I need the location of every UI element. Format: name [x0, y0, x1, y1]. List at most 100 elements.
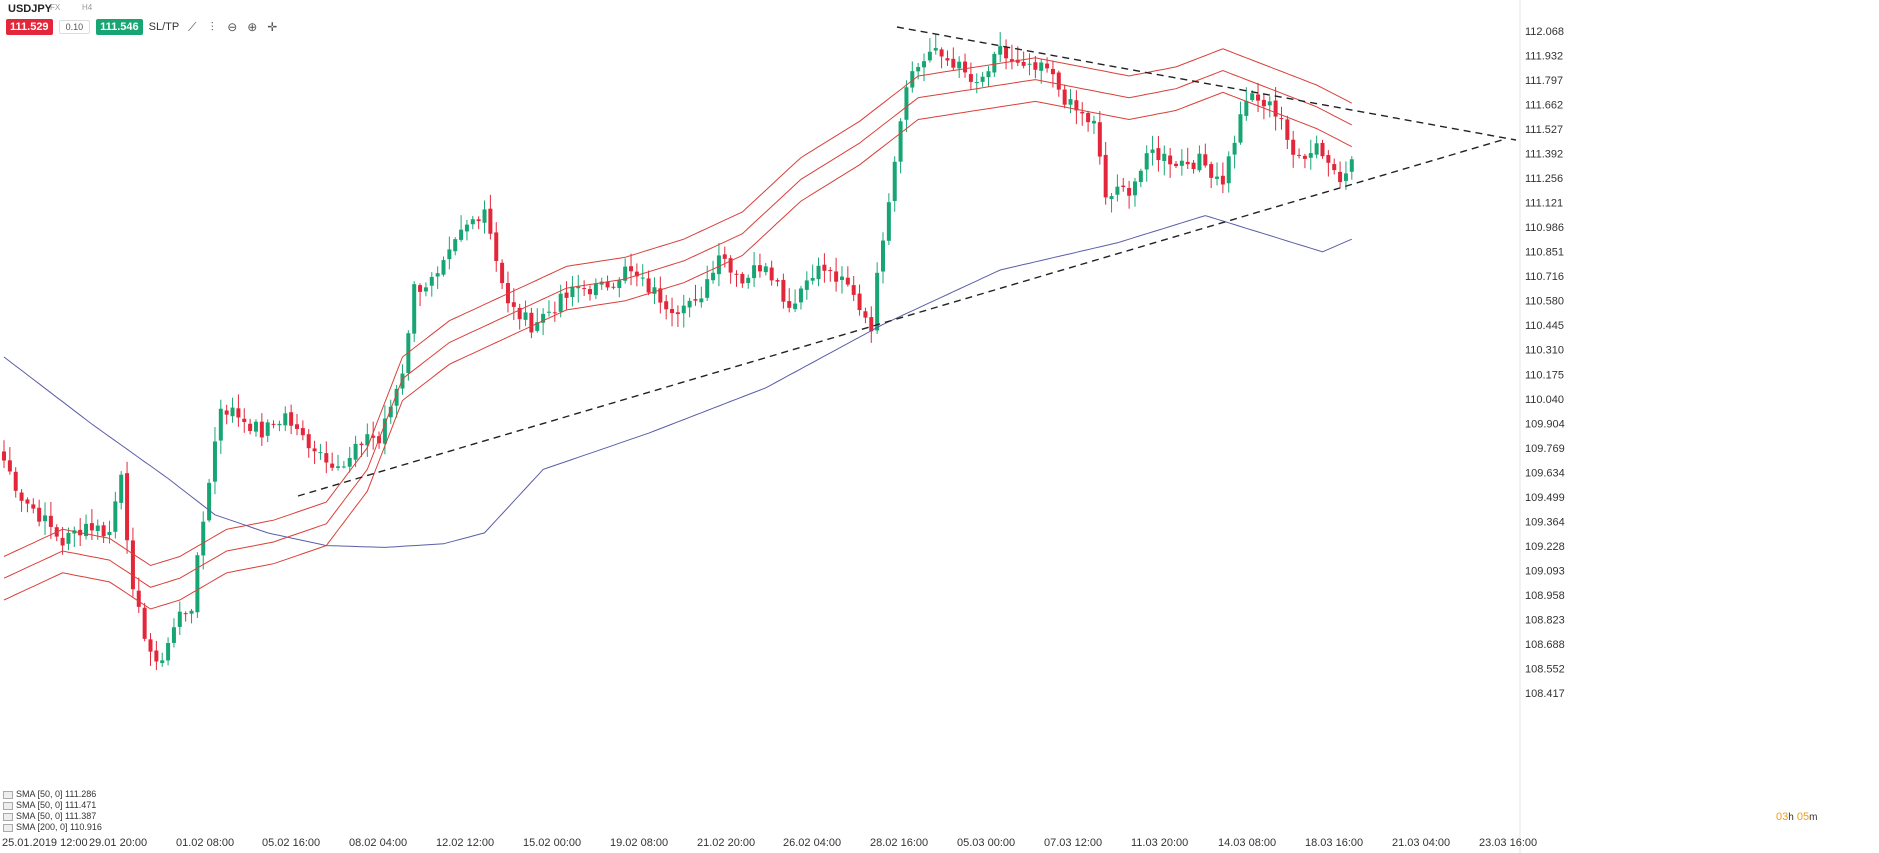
buy-button[interactable]: 111.546	[96, 19, 143, 35]
legend-label: SMA [50, 0] 111.286	[16, 789, 97, 799]
candle-body	[711, 272, 716, 281]
candle-body	[60, 537, 65, 546]
legend-item[interactable]: SMA [50, 0] 111.387	[3, 811, 102, 822]
y-tick-label: 109.499	[1525, 492, 1565, 504]
candle-body	[201, 521, 206, 556]
candles-icon[interactable]: ⫶	[210, 19, 214, 34]
trade-toolbar: 111.529 0.10 111.546 SL/TP ⟋ ⫶ ⊖ ⊕ ✛	[6, 18, 279, 36]
candle-body	[804, 280, 809, 290]
candle-body	[418, 285, 423, 292]
candle-body	[675, 312, 680, 315]
candle-body	[898, 121, 903, 162]
candle-body	[1179, 160, 1184, 166]
zoom-in-icon[interactable]: ⊕	[247, 20, 258, 34]
candle-body	[189, 610, 194, 614]
indicator-icon	[3, 801, 13, 810]
candle-body	[570, 286, 575, 297]
candle-body	[558, 293, 563, 312]
sma200-line	[3, 215, 1352, 548]
resistance-trendline[interactable]	[896, 26, 1517, 141]
candle-body	[658, 288, 663, 303]
candle-body	[1144, 153, 1149, 170]
candle-body	[277, 423, 282, 426]
candle-body	[968, 74, 973, 82]
candle-body	[1027, 63, 1032, 65]
candle-body	[1074, 100, 1079, 111]
candle-body	[523, 312, 528, 320]
symbol-label[interactable]: USDJPY	[8, 3, 53, 15]
candle-body	[130, 540, 135, 590]
candle-body	[330, 463, 335, 468]
x-tick-label: 08.02 04:00	[349, 837, 407, 849]
candle-body	[793, 303, 798, 310]
legend-label: SMA [200, 0] 110.916	[16, 822, 102, 832]
interval-selector[interactable]: H4	[82, 3, 93, 12]
candle-body	[125, 473, 130, 541]
candle-body	[699, 298, 704, 303]
candle-body	[535, 322, 540, 331]
candle-body	[66, 532, 71, 544]
zoom-out-icon[interactable]: ⊖	[227, 20, 238, 34]
candle-body	[1091, 120, 1096, 124]
candle-body	[359, 443, 364, 446]
candle-body	[1256, 94, 1261, 101]
candle-body	[148, 639, 153, 652]
candle-body	[822, 264, 827, 271]
candle-body	[1138, 170, 1143, 183]
legend-item[interactable]: SMA [50, 0] 111.471	[3, 800, 102, 811]
candle-body	[980, 76, 985, 82]
candle-body	[1320, 142, 1325, 157]
market-type[interactable]: FX	[50, 3, 61, 12]
candle-body	[242, 418, 247, 423]
y-tick-label: 108.417	[1525, 688, 1565, 700]
candle-body	[1267, 101, 1272, 106]
indicator-icon	[3, 812, 13, 821]
y-tick-label: 110.716	[1525, 271, 1564, 283]
countdown-hours: 03	[1776, 811, 1789, 823]
x-tick-label: 26.02 04:00	[783, 837, 841, 849]
candle-body	[517, 307, 522, 320]
candle-body	[1197, 153, 1202, 171]
candle-body	[693, 299, 698, 301]
candle-body	[13, 471, 18, 491]
candle-body	[716, 255, 721, 275]
y-tick-label: 111.256	[1525, 173, 1563, 185]
crosshair-icon[interactable]: ✛	[267, 20, 278, 34]
y-tick-label: 111.932	[1525, 51, 1563, 63]
legend-item[interactable]: SMA [50, 0] 111.286	[3, 789, 102, 800]
candle-body	[435, 273, 440, 277]
support-trendline[interactable]	[297, 139, 1503, 497]
candle-body	[787, 301, 792, 308]
candle-body	[546, 311, 551, 313]
candle-body	[283, 413, 288, 426]
legend-label: SMA [50, 0] 111.387	[16, 811, 97, 821]
y-tick-label: 109.904	[1525, 418, 1565, 430]
candle-body	[646, 278, 651, 293]
candle-body	[963, 61, 968, 73]
candle-body	[752, 265, 757, 279]
candle-body	[1232, 142, 1237, 155]
candle-body	[500, 262, 505, 284]
candle-body	[295, 424, 299, 429]
candle-body	[306, 434, 311, 449]
lot-input[interactable]: 0.10	[58, 20, 91, 34]
sltp-button[interactable]: SL/TP	[148, 21, 180, 33]
candle-body	[1168, 155, 1173, 165]
candle-body	[1326, 155, 1331, 163]
candle-body	[834, 271, 839, 282]
candle-body	[142, 607, 147, 639]
legend-item[interactable]: SMA [200, 0] 110.916	[3, 822, 102, 833]
sell-button[interactable]: 111.529	[6, 19, 53, 35]
candle-body	[1115, 186, 1120, 195]
candle-body	[511, 302, 516, 307]
candle-body	[740, 273, 745, 284]
y-tick-label: 111.662	[1525, 100, 1563, 112]
candle-body	[1086, 113, 1091, 123]
candle-body	[634, 271, 639, 277]
candle-body	[1244, 100, 1249, 116]
candle-body	[207, 482, 212, 521]
candle-body	[886, 202, 891, 241]
candle-body	[1033, 62, 1038, 70]
line-chart-icon[interactable]: ⟋	[188, 19, 197, 34]
